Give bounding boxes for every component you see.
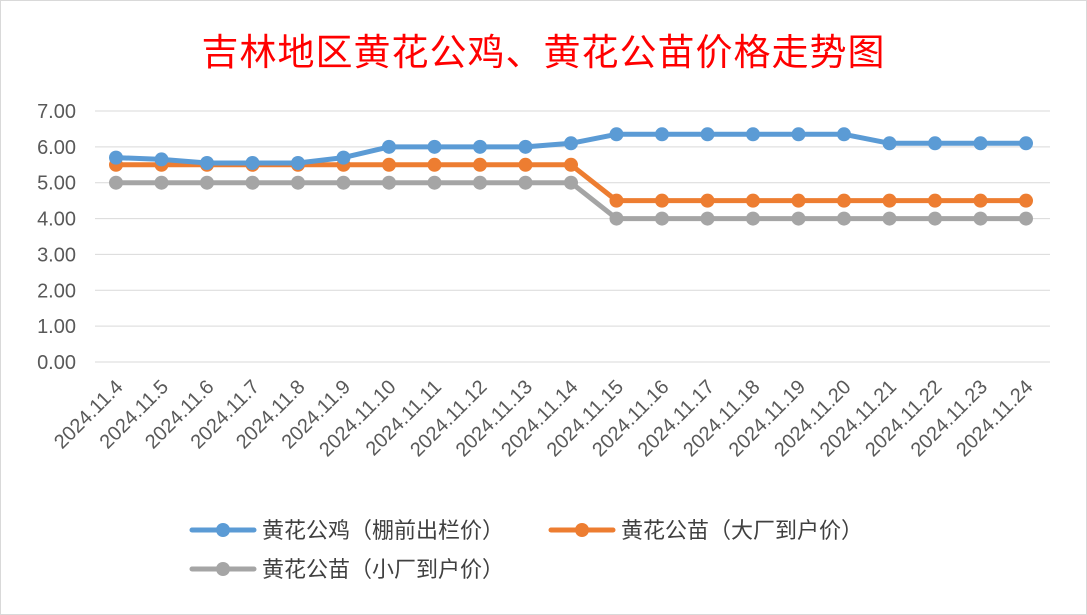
data-point [837, 127, 851, 142]
data-point [382, 157, 396, 172]
data-point [973, 211, 988, 226]
data-point [427, 139, 442, 154]
data-point [609, 211, 624, 226]
data-point [837, 193, 851, 208]
data-point [882, 136, 897, 151]
data-point [518, 157, 533, 172]
data-point [928, 136, 942, 151]
y-tick-label: 2.00 [37, 280, 76, 302]
data-point [700, 127, 715, 142]
data-point [200, 175, 214, 190]
data-point [655, 211, 669, 226]
data-point [245, 155, 260, 170]
data-point [564, 157, 578, 172]
data-point [746, 211, 760, 226]
data-point [473, 139, 487, 154]
legend-item-1: 黄花公苗（大厂到户价） [548, 519, 863, 544]
data-point [791, 193, 806, 208]
data-point [1019, 193, 1033, 208]
chart-title: 吉林地区黄花公鸡、黄花公苗价格走势图 [201, 31, 886, 74]
y-tick-label: 3.00 [37, 244, 76, 266]
data-point [382, 139, 396, 154]
data-point [245, 175, 260, 190]
data-point [109, 175, 123, 190]
y-tick-label: 4.00 [37, 209, 76, 231]
data-point [291, 155, 305, 170]
data-point [1019, 211, 1033, 226]
data-point [564, 136, 578, 151]
data-point [1019, 136, 1033, 151]
data-point [564, 175, 578, 190]
data-point [882, 211, 897, 226]
data-point [746, 127, 760, 142]
legend-item-2: 黄花公苗（小厂到户价） [189, 558, 504, 583]
data-point [154, 175, 169, 190]
data-point [837, 211, 851, 226]
data-point [427, 157, 442, 172]
data-point [973, 136, 988, 151]
data-point [291, 175, 305, 190]
data-point [518, 139, 533, 154]
data-point [655, 127, 669, 142]
data-point [746, 193, 760, 208]
data-point [700, 193, 715, 208]
y-tick-label: 1.00 [37, 316, 76, 338]
legend-swatch-marker [216, 562, 230, 576]
data-point [109, 150, 123, 165]
data-point [882, 193, 897, 208]
legend-label: 黄花公苗（大厂到户价） [621, 519, 863, 544]
data-point [518, 175, 533, 190]
y-tick-label: 6.00 [37, 137, 76, 159]
data-point [609, 193, 624, 208]
y-tick-label: 7.00 [37, 101, 76, 123]
legend-swatch-marker [575, 523, 589, 537]
data-point [473, 157, 487, 172]
legend-label: 黄花公鸡（棚前出栏价） [262, 519, 504, 544]
data-point [336, 150, 351, 165]
y-tick-label: 5.00 [37, 173, 76, 195]
data-point [336, 175, 351, 190]
legend-label: 黄花公苗（小厂到户价） [262, 558, 504, 583]
data-point [427, 175, 442, 190]
data-point [928, 193, 942, 208]
legend-item-0: 黄花公鸡（棚前出栏价） [189, 519, 504, 544]
legend-swatch-marker [216, 523, 230, 537]
data-point [473, 175, 487, 190]
data-point [791, 211, 806, 226]
data-point [609, 127, 624, 142]
data-point [973, 193, 988, 208]
data-point [154, 152, 169, 167]
data-point [928, 211, 942, 226]
data-point [200, 155, 214, 170]
y-tick-label: 0.00 [37, 352, 76, 374]
data-point [382, 175, 396, 190]
data-point [655, 193, 669, 208]
data-point [700, 211, 715, 226]
data-point [791, 127, 806, 142]
